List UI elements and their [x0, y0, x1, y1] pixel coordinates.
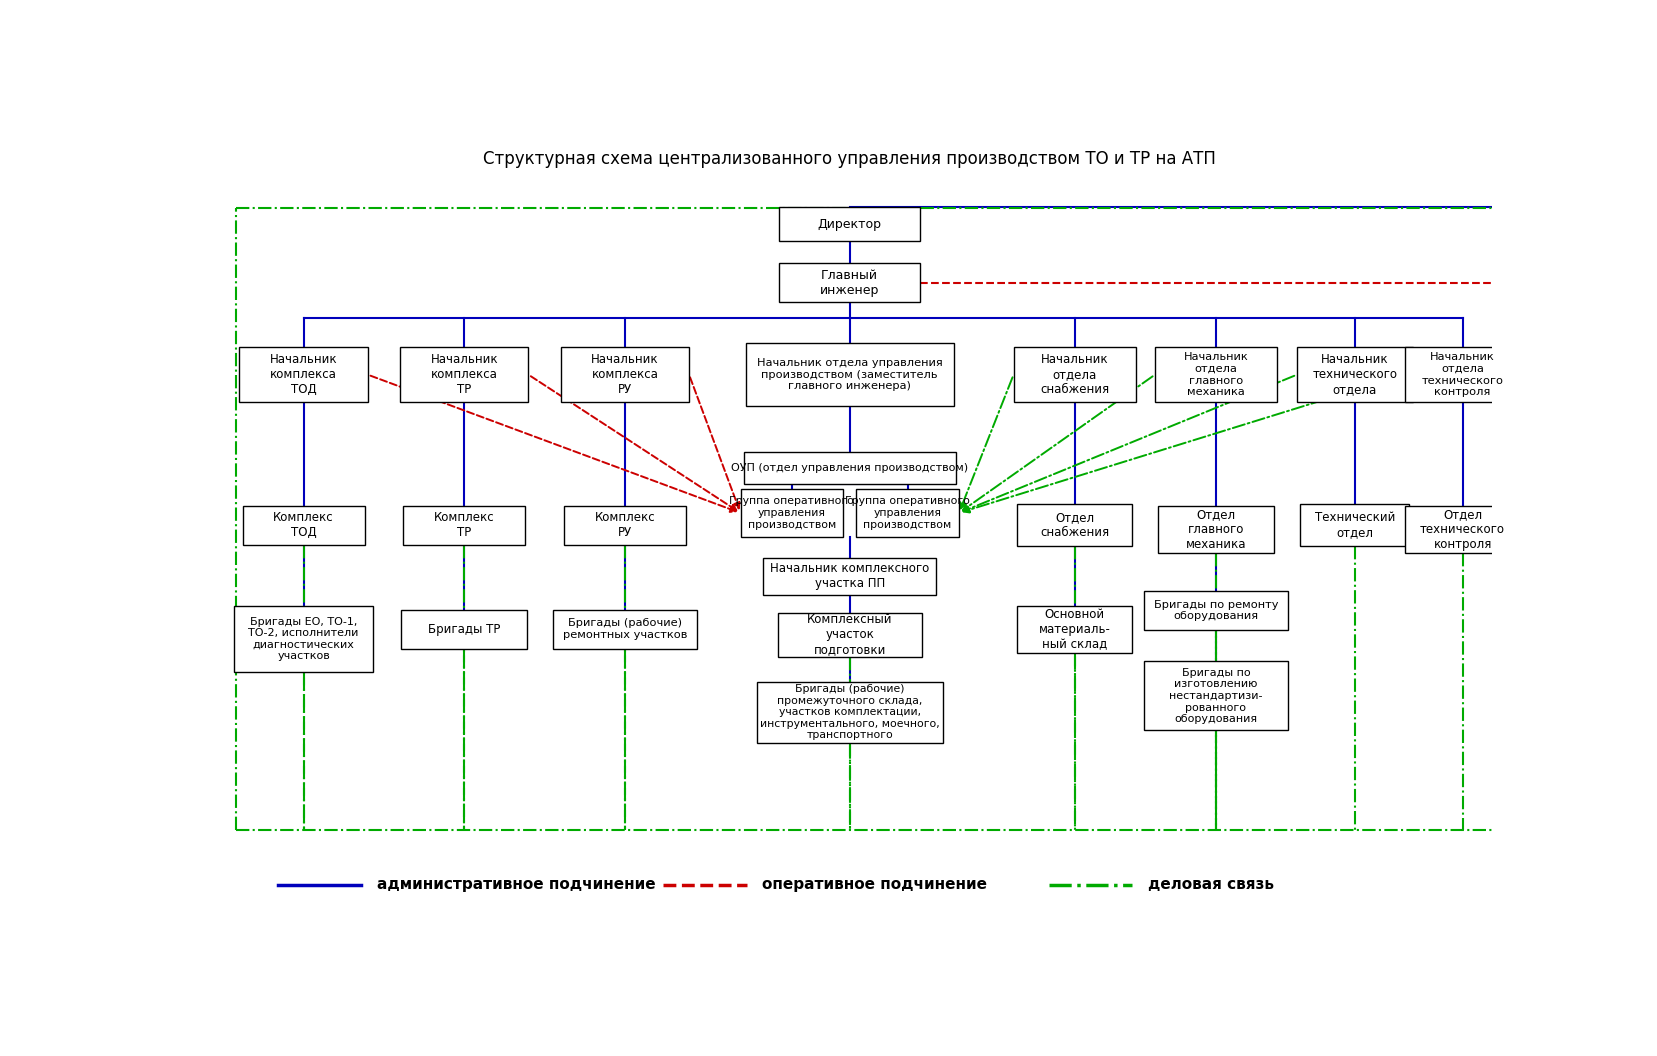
- FancyBboxPatch shape: [762, 558, 936, 595]
- FancyBboxPatch shape: [1143, 591, 1287, 630]
- FancyBboxPatch shape: [1016, 504, 1132, 546]
- Text: деловая связь: деловая связь: [1147, 878, 1273, 892]
- Text: Бригады ТР: Бригады ТР: [428, 623, 500, 636]
- FancyBboxPatch shape: [1157, 506, 1273, 552]
- FancyBboxPatch shape: [563, 506, 686, 545]
- FancyBboxPatch shape: [1299, 504, 1408, 546]
- Text: Бригады (рабочие)
промежуточного склада,
участков комплектации,
инструментальног: Бригады (рабочие) промежуточного склада,…: [759, 684, 940, 740]
- Text: Начальник
комплекса
РУ: Начальник комплекса РУ: [590, 353, 658, 396]
- FancyBboxPatch shape: [777, 612, 921, 657]
- Text: Группа оперативного
управления
производством: Группа оперативного управления производс…: [729, 496, 853, 529]
- Text: Начальник
комплекса
ТОД: Начальник комплекса ТОД: [270, 353, 338, 396]
- FancyBboxPatch shape: [1155, 347, 1276, 402]
- FancyBboxPatch shape: [552, 609, 696, 648]
- Text: Начальник отдела управления
производством (заместитель
главного инженера): Начальник отдела управления производство…: [756, 358, 943, 392]
- Text: Структурная схема централизованного управления производством ТО и ТР на АТП: Структурная схема централизованного упра…: [482, 150, 1216, 168]
- Text: Начальник
отдела
главного
механика: Начальник отдела главного механика: [1183, 353, 1248, 397]
- Text: Комплекс
РУ: Комплекс РУ: [595, 511, 655, 540]
- FancyBboxPatch shape: [741, 489, 843, 536]
- Text: Отдел
технического
контроля: Отдел технического контроля: [1420, 508, 1505, 551]
- FancyBboxPatch shape: [1403, 347, 1519, 402]
- FancyBboxPatch shape: [403, 506, 525, 545]
- Text: Главный
инженер: Главный инженер: [820, 269, 878, 297]
- Text: Комплексный
участок
подготовки: Комплексный участок подготовки: [807, 614, 891, 657]
- Text: Начальник
отдела
технического
контроля: Начальник отдела технического контроля: [1420, 353, 1503, 397]
- FancyBboxPatch shape: [560, 347, 689, 402]
- FancyBboxPatch shape: [779, 263, 920, 302]
- FancyBboxPatch shape: [242, 506, 365, 545]
- Text: Начальник
комплекса
ТР: Начальник комплекса ТР: [431, 353, 497, 396]
- Text: Бригады ЕО, ТО-1,
ТО-2, исполнители
диагностических
участков: Бригады ЕО, ТО-1, ТО-2, исполнители диаг…: [249, 617, 358, 661]
- FancyBboxPatch shape: [399, 347, 529, 402]
- FancyBboxPatch shape: [746, 343, 953, 407]
- Text: Основной
материаль-
ный склад: Основной материаль- ный склад: [1037, 608, 1110, 650]
- Text: Бригады по
изготовлению
нестандартизи-
рованного
оборудования: Бригады по изготовлению нестандартизи- р…: [1168, 667, 1263, 724]
- FancyBboxPatch shape: [1296, 347, 1412, 402]
- FancyBboxPatch shape: [1403, 506, 1519, 552]
- Text: Бригады по ремонту
оборудования: Бригады по ремонту оборудования: [1153, 600, 1278, 621]
- Text: Директор: Директор: [817, 218, 882, 231]
- Text: административное подчинение: административное подчинение: [376, 878, 655, 892]
- FancyBboxPatch shape: [234, 606, 373, 672]
- Text: Технический
отдел: Технический отдел: [1314, 511, 1394, 540]
- FancyBboxPatch shape: [744, 452, 954, 485]
- FancyBboxPatch shape: [239, 347, 368, 402]
- FancyBboxPatch shape: [855, 489, 958, 536]
- FancyBboxPatch shape: [401, 609, 527, 648]
- Text: Отдел
главного
механика: Отдел главного механика: [1185, 508, 1246, 551]
- FancyBboxPatch shape: [1143, 661, 1287, 731]
- Text: Отдел
снабжения: Отдел снабжения: [1039, 511, 1109, 540]
- Text: Комплекс
ТР: Комплекс ТР: [434, 511, 494, 540]
- Text: Комплекс
ТОД: Комплекс ТОД: [273, 511, 333, 540]
- FancyBboxPatch shape: [1012, 347, 1135, 402]
- Text: Начальник комплексного
участка ПП: Начальник комплексного участка ПП: [769, 563, 930, 590]
- FancyBboxPatch shape: [1016, 606, 1132, 653]
- FancyBboxPatch shape: [779, 207, 920, 242]
- Text: оперативное подчинение: оперативное подчинение: [762, 878, 988, 892]
- Text: Группа оперативного
управления
производством: Группа оперативного управления производс…: [845, 496, 969, 529]
- Text: Начальник
отдела
снабжения: Начальник отдела снабжения: [1039, 353, 1109, 396]
- Text: ОУП (отдел управления производством): ОУП (отдел управления производством): [731, 464, 968, 473]
- Text: Начальник
технического
отдела: Начальник технического отдела: [1311, 353, 1397, 396]
- FancyBboxPatch shape: [756, 682, 943, 742]
- Text: Бригады (рабочие)
ремонтных участков: Бригады (рабочие) ремонтных участков: [562, 619, 686, 640]
